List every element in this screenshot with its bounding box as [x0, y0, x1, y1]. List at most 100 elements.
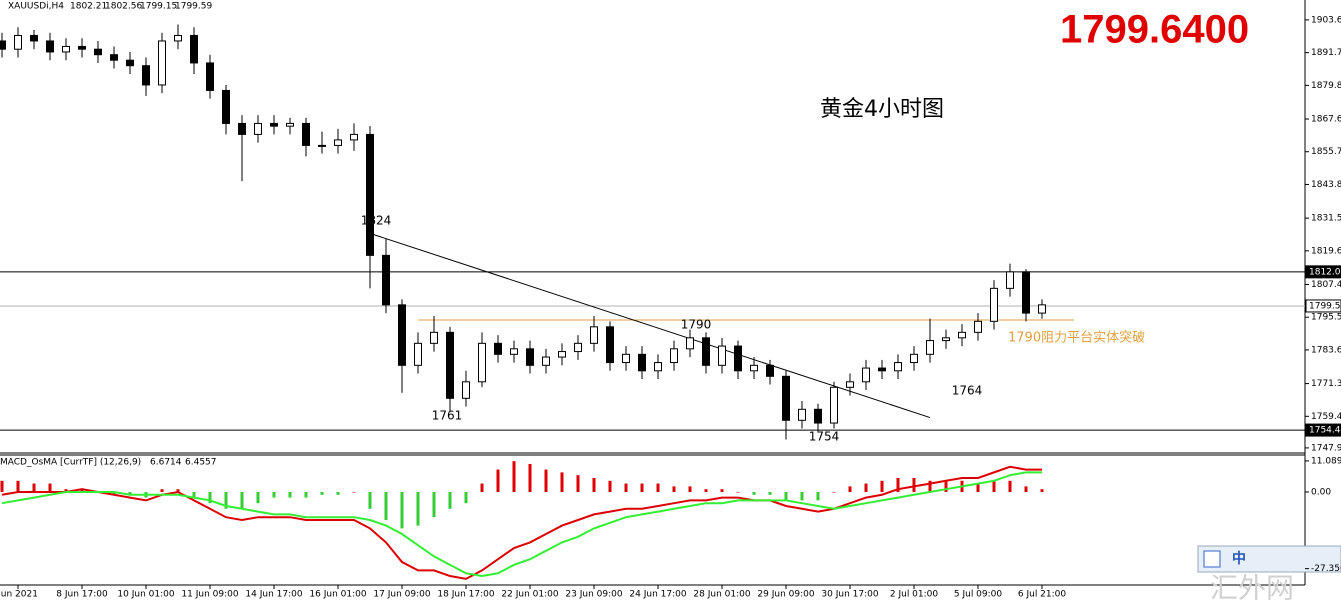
toolbar[interactable]: [1197, 545, 1341, 573]
candle-body: [414, 342, 422, 366]
candle-body: [174, 34, 182, 42]
macd-header-value: 6.4557: [185, 458, 217, 468]
x-tick-label: 5 Jul 09:00: [954, 590, 1003, 600]
candle-body: [1038, 304, 1046, 314]
x-tick-label: 11 Jun 09:00: [181, 590, 238, 600]
histogram-bar: [1008, 480, 1012, 492]
candle-body: [78, 45, 86, 50]
histogram-bar: [624, 483, 628, 492]
histogram-bar: [912, 477, 916, 492]
histogram-bar: [48, 483, 52, 492]
annotation: 1764: [952, 384, 983, 398]
y-tick-label: 1903.65: [1311, 15, 1341, 25]
y-tick-label: 1759.45: [1311, 412, 1341, 422]
histogram-bar: [432, 491, 436, 518]
level-label: 1799.59: [1309, 301, 1341, 311]
macd-title: MACD_OsMA [CurrTF] (12,26,9): [0, 458, 141, 468]
candle-body: [942, 337, 950, 342]
candle-body: [318, 144, 326, 147]
candle-body: [958, 331, 966, 339]
y-tick-label: 1831.55: [1311, 214, 1341, 224]
macd-line: [1, 465, 1042, 580]
y-tick-label: 1783.60: [1311, 345, 1341, 355]
histogram-bar: [720, 489, 724, 492]
histogram-bar: [16, 480, 20, 492]
candle-body: [590, 326, 598, 344]
histogram-bar: [192, 491, 196, 498]
candle-body: [670, 348, 678, 364]
histogram-bar: [832, 491, 836, 493]
histogram-bar: [128, 491, 132, 495]
y-tick-label: 1867.60: [1311, 115, 1341, 125]
candle-body: [702, 337, 710, 366]
histogram-bar: [464, 491, 468, 504]
candle-body: [142, 65, 150, 86]
histogram-bar: [32, 483, 36, 492]
candle-body: [766, 364, 774, 377]
histogram-bar: [688, 486, 692, 492]
candle-body: [62, 45, 70, 53]
macd-line: [1, 471, 1042, 578]
histogram-bar: [560, 472, 564, 492]
histogram-bar: [544, 469, 548, 492]
candle-body: [0, 40, 6, 50]
candle-body: [654, 362, 662, 372]
histogram-bar: [656, 483, 660, 492]
histogram-bar: [288, 491, 292, 498]
header-value: 1802.21: [70, 2, 107, 12]
toolbar-label: 中: [1232, 550, 1246, 567]
histogram-bar: [992, 480, 996, 492]
histogram-bar: [240, 491, 244, 509]
candle-body: [238, 122, 246, 135]
histogram-bar: [448, 491, 452, 509]
annotation: 1824: [361, 214, 392, 228]
histogram-bar: [256, 491, 260, 504]
x-tick-label: 10 Jun 01:00: [117, 590, 174, 600]
header-value: 1799.59: [175, 2, 212, 12]
candle-body: [974, 320, 982, 333]
toolbar-icon[interactable]: [1203, 550, 1221, 568]
candle-body: [334, 139, 342, 146]
histogram-bar: [0, 480, 4, 492]
candle-body: [1006, 271, 1014, 289]
x-tick-label: 30 Jun 17:00: [821, 590, 878, 600]
candle-body: [926, 340, 934, 355]
candle-body: [222, 89, 230, 124]
x-tick-label: 28 Jun 01:00: [693, 590, 750, 600]
x-tick-label: 23 Jun 09:00: [565, 590, 622, 600]
histogram-bar: [80, 489, 84, 492]
candle-body: [446, 331, 454, 399]
candle-body: [622, 353, 630, 364]
histogram-bar: [352, 491, 356, 493]
watermark: 汇外网: [1210, 572, 1294, 605]
histogram-bar: [64, 489, 68, 492]
histogram-bar: [768, 491, 772, 495]
histogram-bar: [1024, 486, 1028, 492]
y-tick-label: 1891.75: [1311, 48, 1341, 58]
histogram-bar: [272, 491, 276, 498]
candle-body: [606, 326, 614, 364]
candle-body: [430, 331, 438, 344]
histogram-bar: [528, 463, 532, 492]
y-tick-label: 1807.40: [1311, 280, 1341, 290]
histogram-bar: [416, 491, 420, 526]
y-tick-label: 1819.65: [1311, 246, 1341, 256]
histogram-bar: [512, 461, 516, 492]
candle-body: [558, 351, 566, 358]
x-tick-label: 6 Jul 21:00: [1018, 590, 1067, 600]
candle-body: [798, 408, 806, 421]
candle-body: [382, 254, 390, 306]
histogram-bar: [208, 491, 212, 504]
y-tick-label: 1771.35: [1311, 379, 1341, 389]
histogram-bar: [384, 491, 388, 520]
histogram-bar: [496, 469, 500, 492]
x-tick-label: 2 Jul 01:00: [890, 590, 939, 600]
annotation: 1761: [432, 409, 463, 423]
y-tick-label: 1795.50: [1311, 313, 1341, 323]
x-tick-label: 8 Jun 17:00: [56, 590, 108, 600]
heading: 黄金4小时图: [820, 97, 944, 122]
level-label: 1754.44: [1309, 426, 1341, 436]
candle-body: [510, 348, 518, 355]
histogram-bar: [848, 486, 852, 492]
candle-body: [910, 353, 918, 364]
